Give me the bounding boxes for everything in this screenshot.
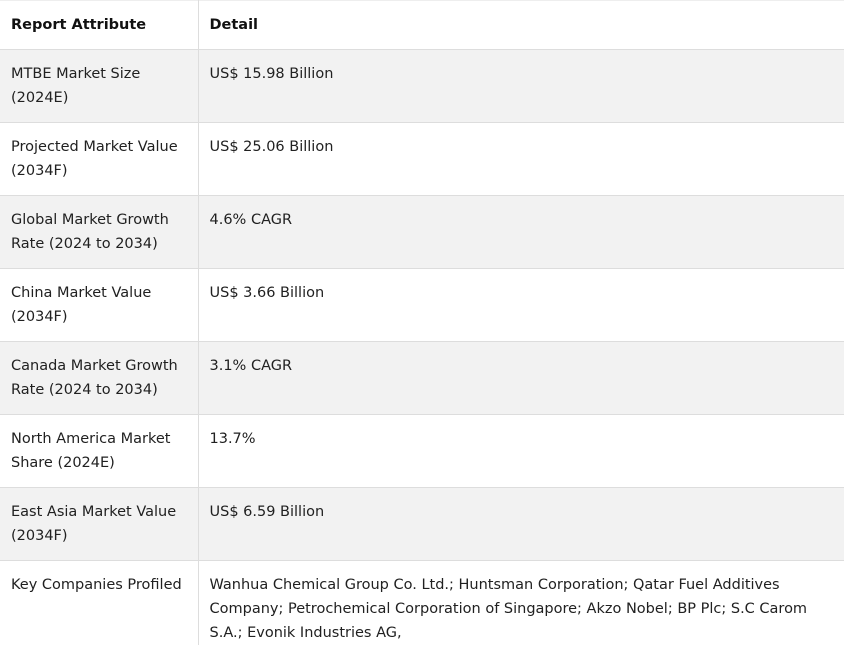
attribute-cell: Projected Market Value (2034F) <box>0 122 199 196</box>
attribute-cell: Canada Market Growth Rate (2024 to 2034) <box>0 341 199 415</box>
attribute-cell: East Asia Market Value (2034F) <box>0 487 199 561</box>
detail-cell: US$ 25.06 Billion <box>197 122 844 196</box>
attribute-cell: Global Market Growth Rate (2024 to 2034) <box>0 195 199 269</box>
table-row: East Asia Market Value (2034F) US$ 6.59 … <box>0 487 844 561</box>
attribute-cell: North America Market Share (2024E) <box>0 414 199 488</box>
table-row: Canada Market Growth Rate (2024 to 2034)… <box>0 341 844 415</box>
detail-cell: 4.6% CAGR <box>197 195 844 269</box>
attribute-cell: China Market Value (2034F) <box>0 268 199 342</box>
table-header-row: Report Attribute Detail <box>0 0 844 50</box>
attribute-cell: Key Companies Profiled <box>0 560 199 645</box>
detail-cell: 3.1% CAGR <box>197 341 844 415</box>
table-row: MTBE Market Size (2024E) US$ 15.98 Billi… <box>0 49 844 123</box>
detail-cell: US$ 3.66 Billion <box>197 268 844 342</box>
table-row: China Market Value (2034F) US$ 3.66 Bill… <box>0 268 844 342</box>
detail-cell: US$ 6.59 Billion <box>197 487 844 561</box>
attribute-cell: MTBE Market Size (2024E) <box>0 49 199 123</box>
column-header-attribute: Report Attribute <box>0 0 199 50</box>
column-header-detail: Detail <box>197 0 844 50</box>
table-row: Projected Market Value (2034F) US$ 25.06… <box>0 122 844 196</box>
table-row: Global Market Growth Rate (2024 to 2034)… <box>0 195 844 269</box>
table-row: Key Companies Profiled Wanhua Chemical G… <box>0 560 844 645</box>
detail-cell: Wanhua Chemical Group Co. Ltd.; Huntsman… <box>197 560 844 645</box>
table-row: North America Market Share (2024E) 13.7% <box>0 414 844 488</box>
detail-cell: 13.7% <box>197 414 844 488</box>
detail-cell: US$ 15.98 Billion <box>197 49 844 123</box>
